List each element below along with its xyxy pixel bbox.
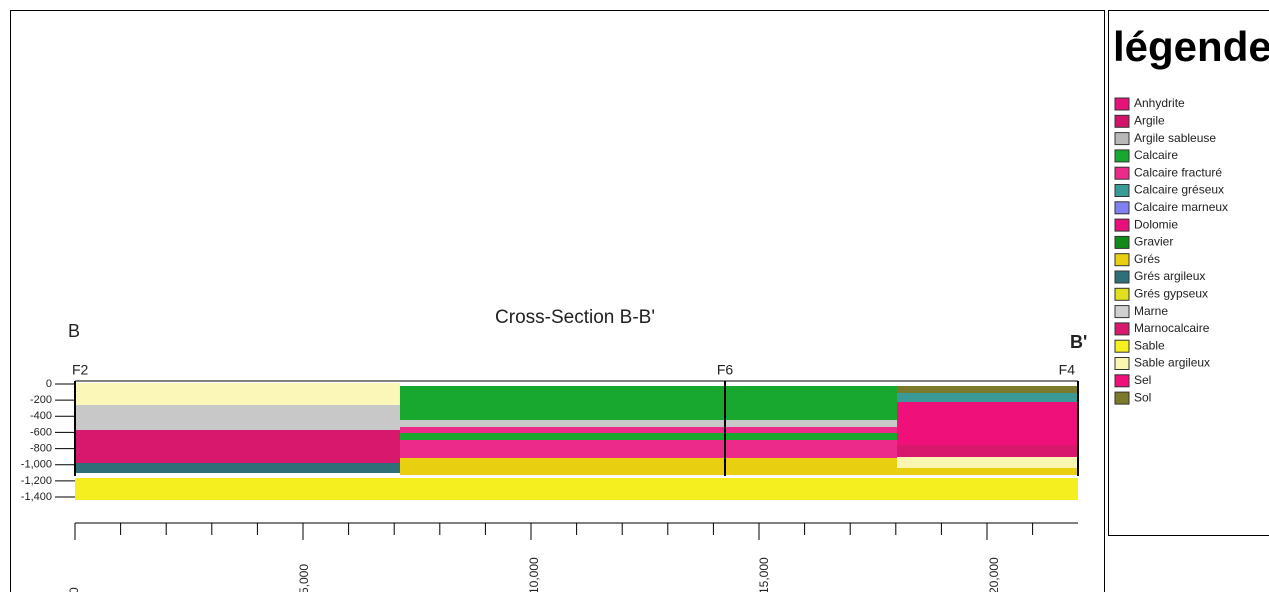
legend-label: Dolomie [1134, 217, 1178, 231]
frame [11, 11, 1105, 593]
title: Cross-Section B-B' [495, 307, 655, 328]
legend-label: Sol [1134, 390, 1151, 404]
legend-label: Sable argileux [1134, 356, 1210, 370]
legend-swatch [1115, 150, 1129, 162]
well-label: F6 [717, 362, 734, 378]
legend-swatch [1115, 323, 1129, 335]
legend-swatch [1115, 133, 1129, 145]
end-label: B' [1070, 332, 1087, 352]
x-tick-label: 10,000 [527, 557, 541, 592]
page: légende Cross-Section B-B' B B' F2 F6 F4 0 -… [0, 0, 1269, 592]
legend-swatch [1115, 167, 1129, 179]
legend-swatch [1115, 306, 1129, 318]
legend-label: Calcaire gréseux [1134, 183, 1224, 197]
y-tick-label: -800 [30, 442, 52, 454]
legend-swatch [1115, 202, 1129, 214]
x-tick-label: 5,000 [297, 564, 311, 592]
cross-section: légende Cross-Section B-B' B B' F2 F6 F4 0 -… [0, 0, 1269, 592]
layers [75, 381, 1078, 523]
legend-label: Marne [1134, 304, 1168, 318]
legend-label: Argile sableuse [1134, 131, 1216, 145]
x-tick-label: 15,000 [757, 557, 771, 592]
legend-swatch [1115, 236, 1129, 248]
legend-label: Grés [1134, 252, 1160, 266]
legend-label: Grés argileux [1134, 269, 1205, 283]
legend-swatch [1115, 115, 1129, 127]
legend-swatch [1115, 219, 1129, 231]
legend-label: Grés gypseux [1134, 286, 1208, 300]
x-tick-label: 0 [67, 587, 81, 592]
legend-label: Sable [1134, 338, 1165, 352]
legend-swatch [1115, 375, 1129, 387]
well-label: F2 [72, 362, 89, 378]
end-label: B [68, 321, 80, 341]
legend-label: Calcaire [1134, 148, 1178, 162]
y-tick-label: -400 [30, 410, 52, 422]
legend-swatch [1115, 271, 1129, 283]
legend-swatch [1115, 98, 1129, 110]
well-label: F4 [1059, 362, 1076, 378]
y-tick-label: -600 [30, 426, 52, 438]
legend-label: Anhydrite [1134, 96, 1185, 110]
legend-title: légende [1113, 23, 1269, 70]
legend-label: Calcaire fracturé [1134, 165, 1222, 179]
y-tick-label: 0 [46, 378, 52, 390]
y-tick-label: -1,000 [21, 459, 52, 471]
y-tick-label: -1,200 [21, 475, 52, 487]
y-tick-label: -1,400 [21, 491, 52, 503]
legend-swatch [1115, 185, 1129, 197]
legend-swatch [1115, 288, 1129, 300]
y-tick-label: -200 [30, 394, 52, 406]
legend-label: Gravier [1134, 235, 1173, 249]
legend-label: Argile [1134, 113, 1165, 127]
legend-swatch [1115, 358, 1129, 370]
legend-label: Marnocalcaire [1134, 321, 1210, 335]
x-tick-label: 20,000 [987, 557, 1001, 592]
legend-swatch [1115, 392, 1129, 404]
legend-swatch [1115, 254, 1129, 266]
legend-label: Calcaire marneux [1134, 200, 1228, 214]
legend-label: Sel [1134, 373, 1151, 387]
legend-swatch [1115, 340, 1129, 352]
